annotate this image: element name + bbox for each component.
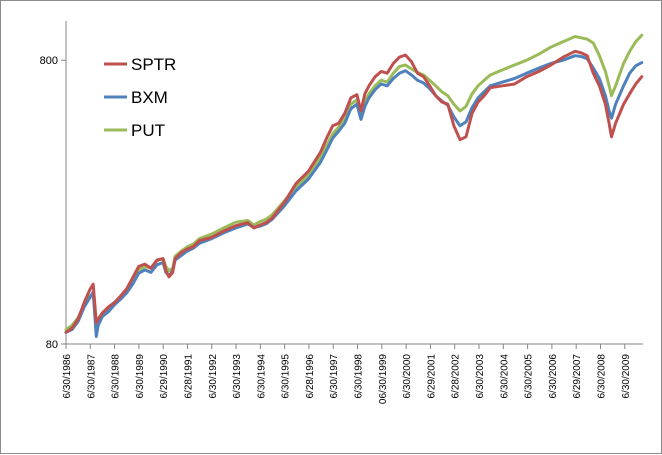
x-tick-label: 6/30/2000 — [402, 354, 413, 399]
y-tick-label: 800 — [40, 55, 58, 67]
x-tick-label: 6/30/2003 — [475, 354, 486, 399]
x-tick-label: 6/30/1993 — [232, 354, 243, 399]
x-tick-label: 6/30/1989 — [135, 354, 146, 399]
x-tick-label: 6/30/1992 — [208, 354, 219, 399]
x-tick-label: 6/30/2009 — [621, 354, 632, 399]
x-tick-label: 6/30/2008 — [596, 354, 607, 399]
x-tick-label: 6/29/2007 — [572, 354, 583, 399]
series-line-bxm — [64, 54, 644, 338]
legend-label-put: PUT — [131, 121, 165, 140]
x-tick-label: 6/29/2001 — [426, 354, 437, 399]
x-tick-label: 6/30/1994 — [256, 354, 267, 399]
legend-label-bxm: BXM — [131, 88, 168, 107]
x-tick-label: 6/30/2005 — [524, 354, 535, 399]
y-tick-label: 80 — [46, 339, 58, 351]
x-tick-label: 6/30/1986 — [62, 354, 73, 399]
x-tick-label: 6/30/1987 — [86, 354, 97, 399]
x-tick-label: 6/30/1995 — [281, 354, 292, 399]
x-tick-label: 6/28/1996 — [305, 354, 316, 399]
x-tick-label: 6/30/1998 — [354, 354, 365, 399]
x-tick-label: 6/28/1991 — [183, 354, 194, 399]
x-tick-label: 6/28/2002 — [451, 354, 462, 399]
x-tick-label: 6/30/2006 — [548, 354, 559, 399]
legend-label-sptr: SPTR — [131, 55, 176, 74]
x-tick-label: 6/29/1990 — [159, 354, 170, 399]
series-line-put — [64, 33, 644, 331]
x-tick-label: 6/30/1988 — [111, 354, 122, 399]
x-tick-label: 6/30/1997 — [329, 354, 340, 399]
x-tick-label: 6/30/2004 — [499, 354, 510, 399]
series-line-sptr — [64, 49, 644, 334]
x-tick-label: 06/30/1999 — [378, 354, 389, 404]
